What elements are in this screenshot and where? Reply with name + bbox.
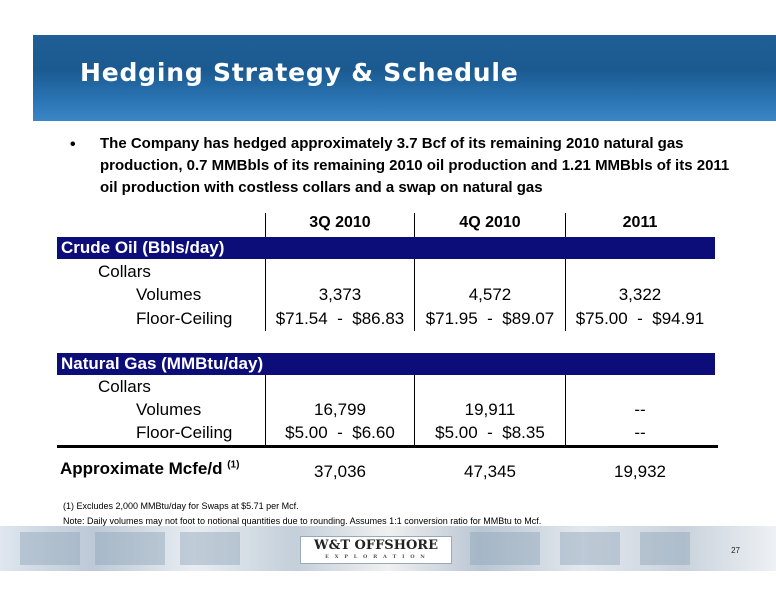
- total-label-text: Approximate Mcfe/d: [60, 459, 223, 478]
- gas-volume-4q2010: 19,911: [464, 400, 516, 419]
- column-divider: [414, 213, 415, 237]
- bullet-marker: •: [70, 136, 76, 153]
- company-logo: W&T OFFSHORE E X P L O R A T I O N: [300, 536, 452, 564]
- gas-floor-2011: --: [634, 423, 646, 442]
- bottom-photo-strip: W&T OFFSHORE E X P L O R A T I O N 27: [0, 526, 776, 571]
- crude-volume-3q2010: 3,373: [318, 285, 362, 304]
- photo-tile: [640, 532, 690, 565]
- crude-volume-4q2010: 4,572: [468, 285, 512, 304]
- crude-floor-4q2010: $71.95 - $89.07: [425, 309, 555, 328]
- logo-tagline: E X P L O R A T I O N: [325, 554, 427, 560]
- total-footnote-marker: (1): [227, 459, 240, 471]
- photo-tile: [470, 532, 540, 565]
- bullet-text: The Company has hedged approximately 3.7…: [100, 135, 730, 196]
- column-divider: [565, 213, 566, 237]
- gas-floor-4q2010: $5.00 - $8.35: [435, 423, 545, 442]
- crude-volume-2011: 3,322: [618, 285, 662, 304]
- column-divider: [265, 375, 266, 445]
- total-2011: 19,932: [614, 462, 666, 481]
- column-divider: [414, 259, 415, 331]
- column-divider: [565, 375, 566, 445]
- column-divider: [565, 259, 566, 331]
- column-divider: [414, 375, 415, 445]
- gas-volume-2011: --: [634, 400, 646, 419]
- slide-title: Hedging Strategy & Schedule: [80, 58, 519, 87]
- footnote-1: (1) Excludes 2,000 MMBtu/day for Swaps a…: [63, 501, 299, 511]
- natural-gas-band: Natural Gas (MMBtu/day): [57, 353, 715, 375]
- photo-tile: [95, 532, 165, 565]
- crude-floor-2011: $75.00 - $94.91: [575, 309, 705, 328]
- column-header-3q2010: 3Q 2010: [309, 214, 371, 231]
- crude-oil-band: Crude Oil (Bbls/day): [57, 237, 715, 259]
- crude-floor-3q2010: $71.54 - $86.83: [275, 309, 405, 328]
- total-label: Approximate Mcfe/d (1): [60, 459, 239, 479]
- photo-tile: [560, 532, 620, 565]
- footnote-note: Note: Daily volumes may not foot to noti…: [63, 516, 542, 526]
- total-4q2010: 47,345: [464, 462, 516, 481]
- crude-collars-label: Collars: [98, 262, 151, 281]
- column-divider: [265, 213, 266, 237]
- natural-gas-label: Natural Gas (MMBtu/day): [61, 354, 264, 373]
- gas-floor-3q2010: $5.00 - $6.60: [285, 423, 395, 442]
- photo-tile: [180, 532, 240, 565]
- column-header-4q2010: 4Q 2010: [459, 214, 521, 231]
- crude-oil-label: Crude Oil (Bbls/day): [61, 238, 225, 257]
- logo-main-text: W&T OFFSHORE: [313, 538, 439, 553]
- title-bar: [33, 35, 776, 121]
- photo-tile: [20, 532, 80, 565]
- crude-floor-label: Floor-Ceiling: [136, 309, 233, 328]
- page-number: 27: [731, 546, 740, 555]
- column-header-2011: 2011: [622, 214, 658, 231]
- column-divider: [265, 259, 266, 331]
- total-3q2010: 37,036: [314, 462, 366, 481]
- total-divider-rule: [57, 445, 718, 448]
- gas-volume-3q2010: 16,799: [314, 400, 366, 419]
- gas-volumes-label: Volumes: [136, 400, 202, 419]
- crude-volumes-label: Volumes: [136, 285, 202, 304]
- gas-floor-label: Floor-Ceiling: [136, 423, 233, 442]
- gas-collars-label: Collars: [98, 377, 151, 396]
